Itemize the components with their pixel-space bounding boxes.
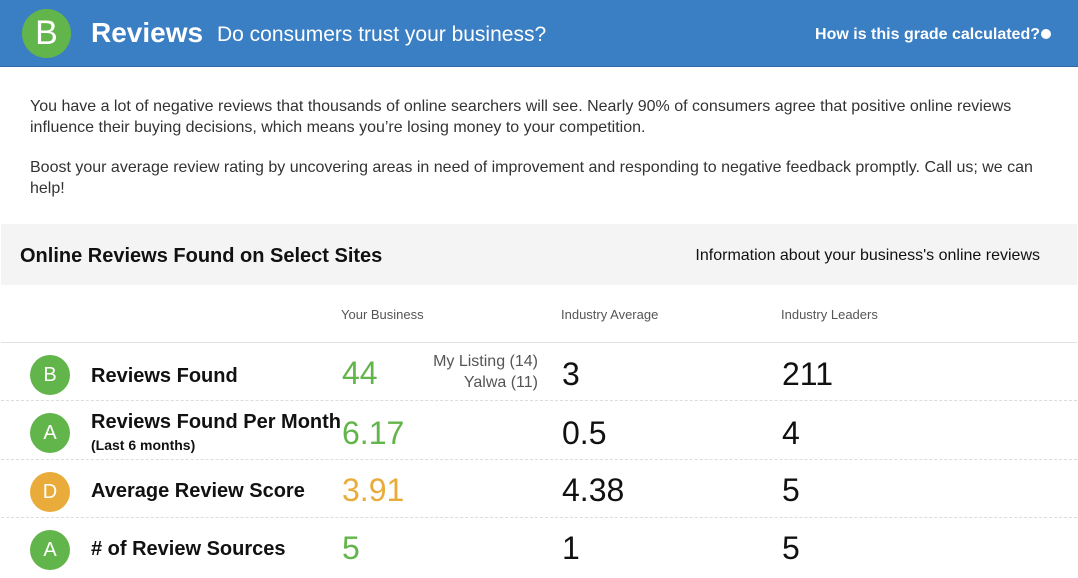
industry-average-value: 4.38 xyxy=(562,472,625,508)
online-reviews-title: Online Reviews Found on Select Sites xyxy=(20,245,383,267)
table-row-reviews-per-month: A Reviews Found Per Month (Last 6 months… xyxy=(1,400,1077,458)
info-icon[interactable] xyxy=(1041,29,1051,39)
table-row-review-sources: A # of Review Sources 5 1 5 xyxy=(1,517,1077,575)
grade-badge: B xyxy=(30,355,70,395)
reviews-header: B Reviews Do consumers trust your busine… xyxy=(0,0,1078,67)
industry-average-value: 3 xyxy=(562,356,580,392)
industry-leaders-value: 5 xyxy=(782,472,800,508)
industry-leaders-value: 211 xyxy=(782,356,834,392)
description-paragraph-2: Boost your average review rating by unco… xyxy=(30,159,1033,197)
your-business-value: 44 xyxy=(342,355,378,391)
table-row-average-review-score: D Average Review Score 3.91 4.38 5 xyxy=(1,459,1077,517)
metric-sublabel: (Last 6 months) xyxy=(91,437,196,453)
your-business-value: 3.91 xyxy=(342,472,405,508)
metric-label: Average Review Score xyxy=(91,480,305,502)
online-reviews-section-header: Online Reviews Found on Select Sites Inf… xyxy=(1,224,1077,285)
grade-calculation-link[interactable]: How is this grade calculated? xyxy=(815,26,1040,43)
metric-label: Reviews Found xyxy=(91,365,238,387)
review-source-item: My Listing (14) xyxy=(433,353,538,370)
industry-average-value: 1 xyxy=(562,530,580,566)
column-header-industry-average: Industry Average xyxy=(561,307,659,322)
section-title: Reviews xyxy=(91,17,204,48)
table-row-reviews-found: B Reviews Found 44 My Listing (14) Yalwa… xyxy=(1,342,1077,400)
column-header-industry-leaders: Industry Leaders xyxy=(781,307,878,322)
reviews-description: You have a lot of negative reviews that … xyxy=(30,96,1060,199)
industry-leaders-value: 4 xyxy=(782,415,800,451)
metric-label: Reviews Found Per Month xyxy=(91,411,342,433)
your-business-value: 6.17 xyxy=(342,415,405,451)
grade-badge: A xyxy=(30,413,70,453)
overall-grade-badge: B xyxy=(22,9,71,58)
grade-badge: A xyxy=(30,530,70,570)
review-sources-list: My Listing (14) Yalwa (11) xyxy=(433,351,538,393)
online-reviews-info: Information about your business's online… xyxy=(695,247,1040,264)
industry-leaders-value: 5 xyxy=(782,530,800,566)
column-header-your-business: Your Business xyxy=(341,307,424,322)
industry-average-value: 0.5 xyxy=(562,415,607,451)
your-business-value: 5 xyxy=(342,530,360,566)
metric-label: # of Review Sources xyxy=(91,538,286,560)
review-source-item: Yalwa (11) xyxy=(463,374,538,391)
description-paragraph-1: You have a lot of negative reviews that … xyxy=(30,98,1012,136)
section-subtitle: Do consumers trust your business? xyxy=(217,23,547,46)
grade-badge: D xyxy=(30,472,70,512)
